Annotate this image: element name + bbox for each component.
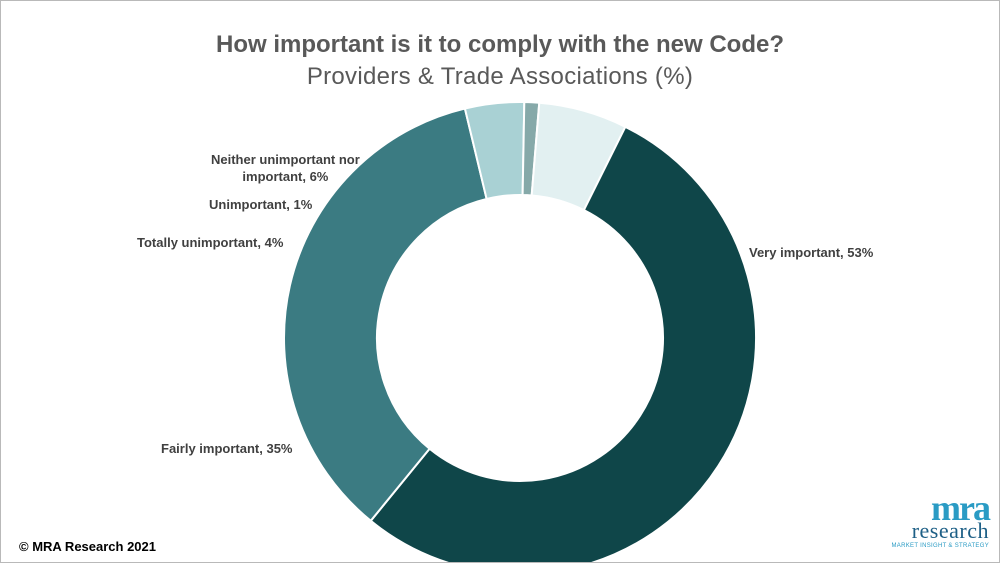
slice-fairly-important <box>283 107 488 523</box>
slice-very-important <box>369 125 757 562</box>
logo-tagline: MARKET INSIGHT & STRATEGY <box>891 543 989 549</box>
label-neither-line1: Neither unimportant nor <box>211 152 360 167</box>
slice-neither <box>530 101 627 212</box>
mra-research-logo: mra research MARKET INSIGHT & STRATEGY <box>881 490 991 556</box>
label-neither-line2: important, 6% <box>242 169 329 184</box>
chart-subtitle: Providers & Trade Associations (%) <box>306 63 694 90</box>
label-fairly-important: Fairly important, 35% <box>161 441 293 456</box>
label-very-important: Very important, 53% <box>749 245 874 260</box>
copyright: © MRA Research 2021 <box>19 539 156 554</box>
logo-mark: mra <box>931 488 991 528</box>
chart-title: How important is it to comply with the n… <box>215 31 784 58</box>
label-neither: Neither unimportant nor important, 6% <box>211 151 360 185</box>
logo-word: research <box>911 518 989 543</box>
label-unimportant: Unimportant, 1% <box>209 197 313 212</box>
label-totally-unimportant: Totally unimportant, 4% <box>137 235 284 250</box>
